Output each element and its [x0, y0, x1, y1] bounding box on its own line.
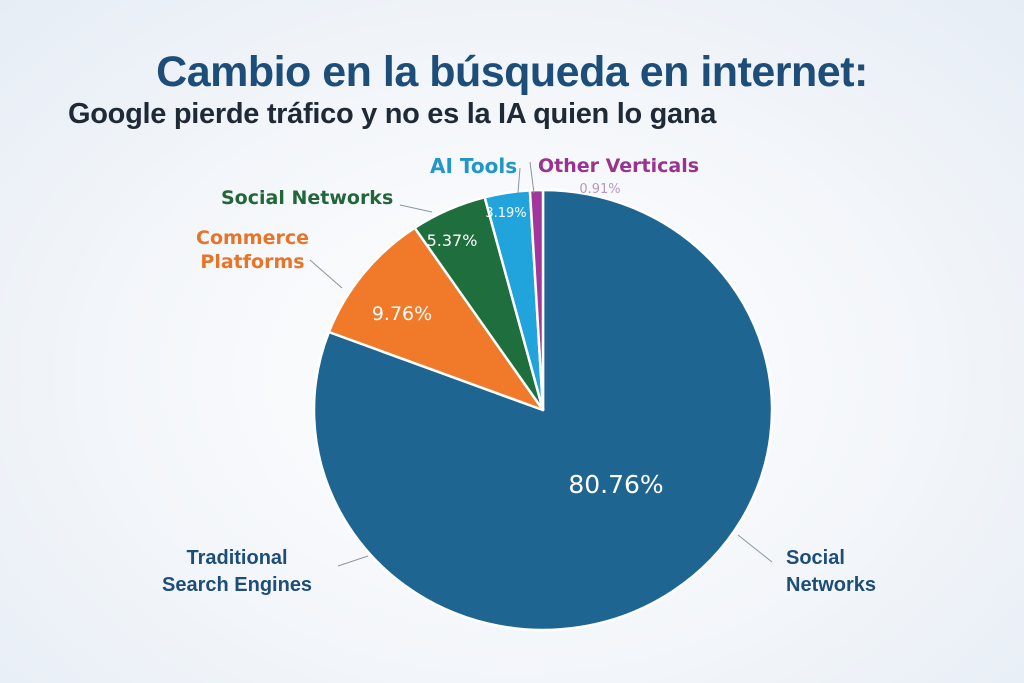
- leader-other-verticals: [529, 161, 535, 194]
- label-social-right-line1: Social: [786, 547, 845, 569]
- leader-commerce: [309, 259, 343, 289]
- label-other-verticals: Other Verticals: [538, 155, 700, 177]
- slice-label-traditional: 80.76%: [568, 470, 663, 499]
- label-ai-tools: AI Tools: [430, 154, 518, 178]
- slice-commerce: [327, 226, 545, 412]
- label-traditional: Traditional Search Engines: [162, 545, 312, 599]
- chart-subtitle: Google pierde tráfico y no es la IA quie…: [68, 98, 717, 130]
- label-commerce: Commerce Platforms: [196, 226, 309, 274]
- leader-social-networks: [399, 204, 433, 213]
- chart-title: Cambio en la búsqueda en internet:: [156, 48, 868, 96]
- slice-label-commerce: 9.76%: [372, 303, 432, 325]
- label-traditional-line2: Search Engines: [162, 574, 313, 596]
- leader-social-right: [737, 534, 773, 563]
- slice-other: [528, 188, 545, 412]
- leader-traditional: [337, 555, 369, 567]
- label-social-right: Social Networks: [786, 545, 876, 599]
- slice-label-social: 5.37%: [427, 231, 478, 250]
- label-commerce-line2: Platforms: [200, 251, 305, 273]
- label-commerce-line1: Commerce: [196, 227, 309, 249]
- label-social-right-line2: Networks: [786, 574, 877, 596]
- label-social-networks: Social Networks: [221, 187, 394, 209]
- label-traditional-line1: Traditional: [186, 547, 288, 569]
- slice-label-ai: 3.19%: [485, 206, 526, 221]
- slice-label-other: 0.91%: [579, 182, 620, 197]
- leader-ai-tools: [517, 167, 521, 194]
